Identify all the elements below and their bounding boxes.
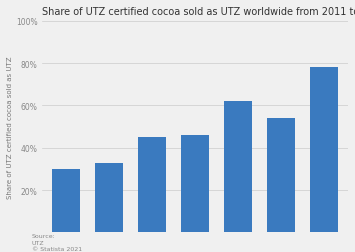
Bar (224, 102, 252, 233)
Bar (267, 119, 295, 233)
Bar (181, 136, 209, 233)
Text: Share of UTZ certified cocoa sold as UTZ worldwide from 2011 to 2017: Share of UTZ certified cocoa sold as UTZ… (42, 7, 355, 17)
Text: Source:
UTZ
© Statista 2021: Source: UTZ © Statista 2021 (32, 233, 82, 251)
Bar (95, 163, 123, 233)
Y-axis label: Share of UTZ certified cocoa sold as UTZ: Share of UTZ certified cocoa sold as UTZ (7, 56, 13, 198)
Bar (138, 138, 166, 233)
Bar (52, 169, 80, 233)
Bar (310, 68, 338, 233)
